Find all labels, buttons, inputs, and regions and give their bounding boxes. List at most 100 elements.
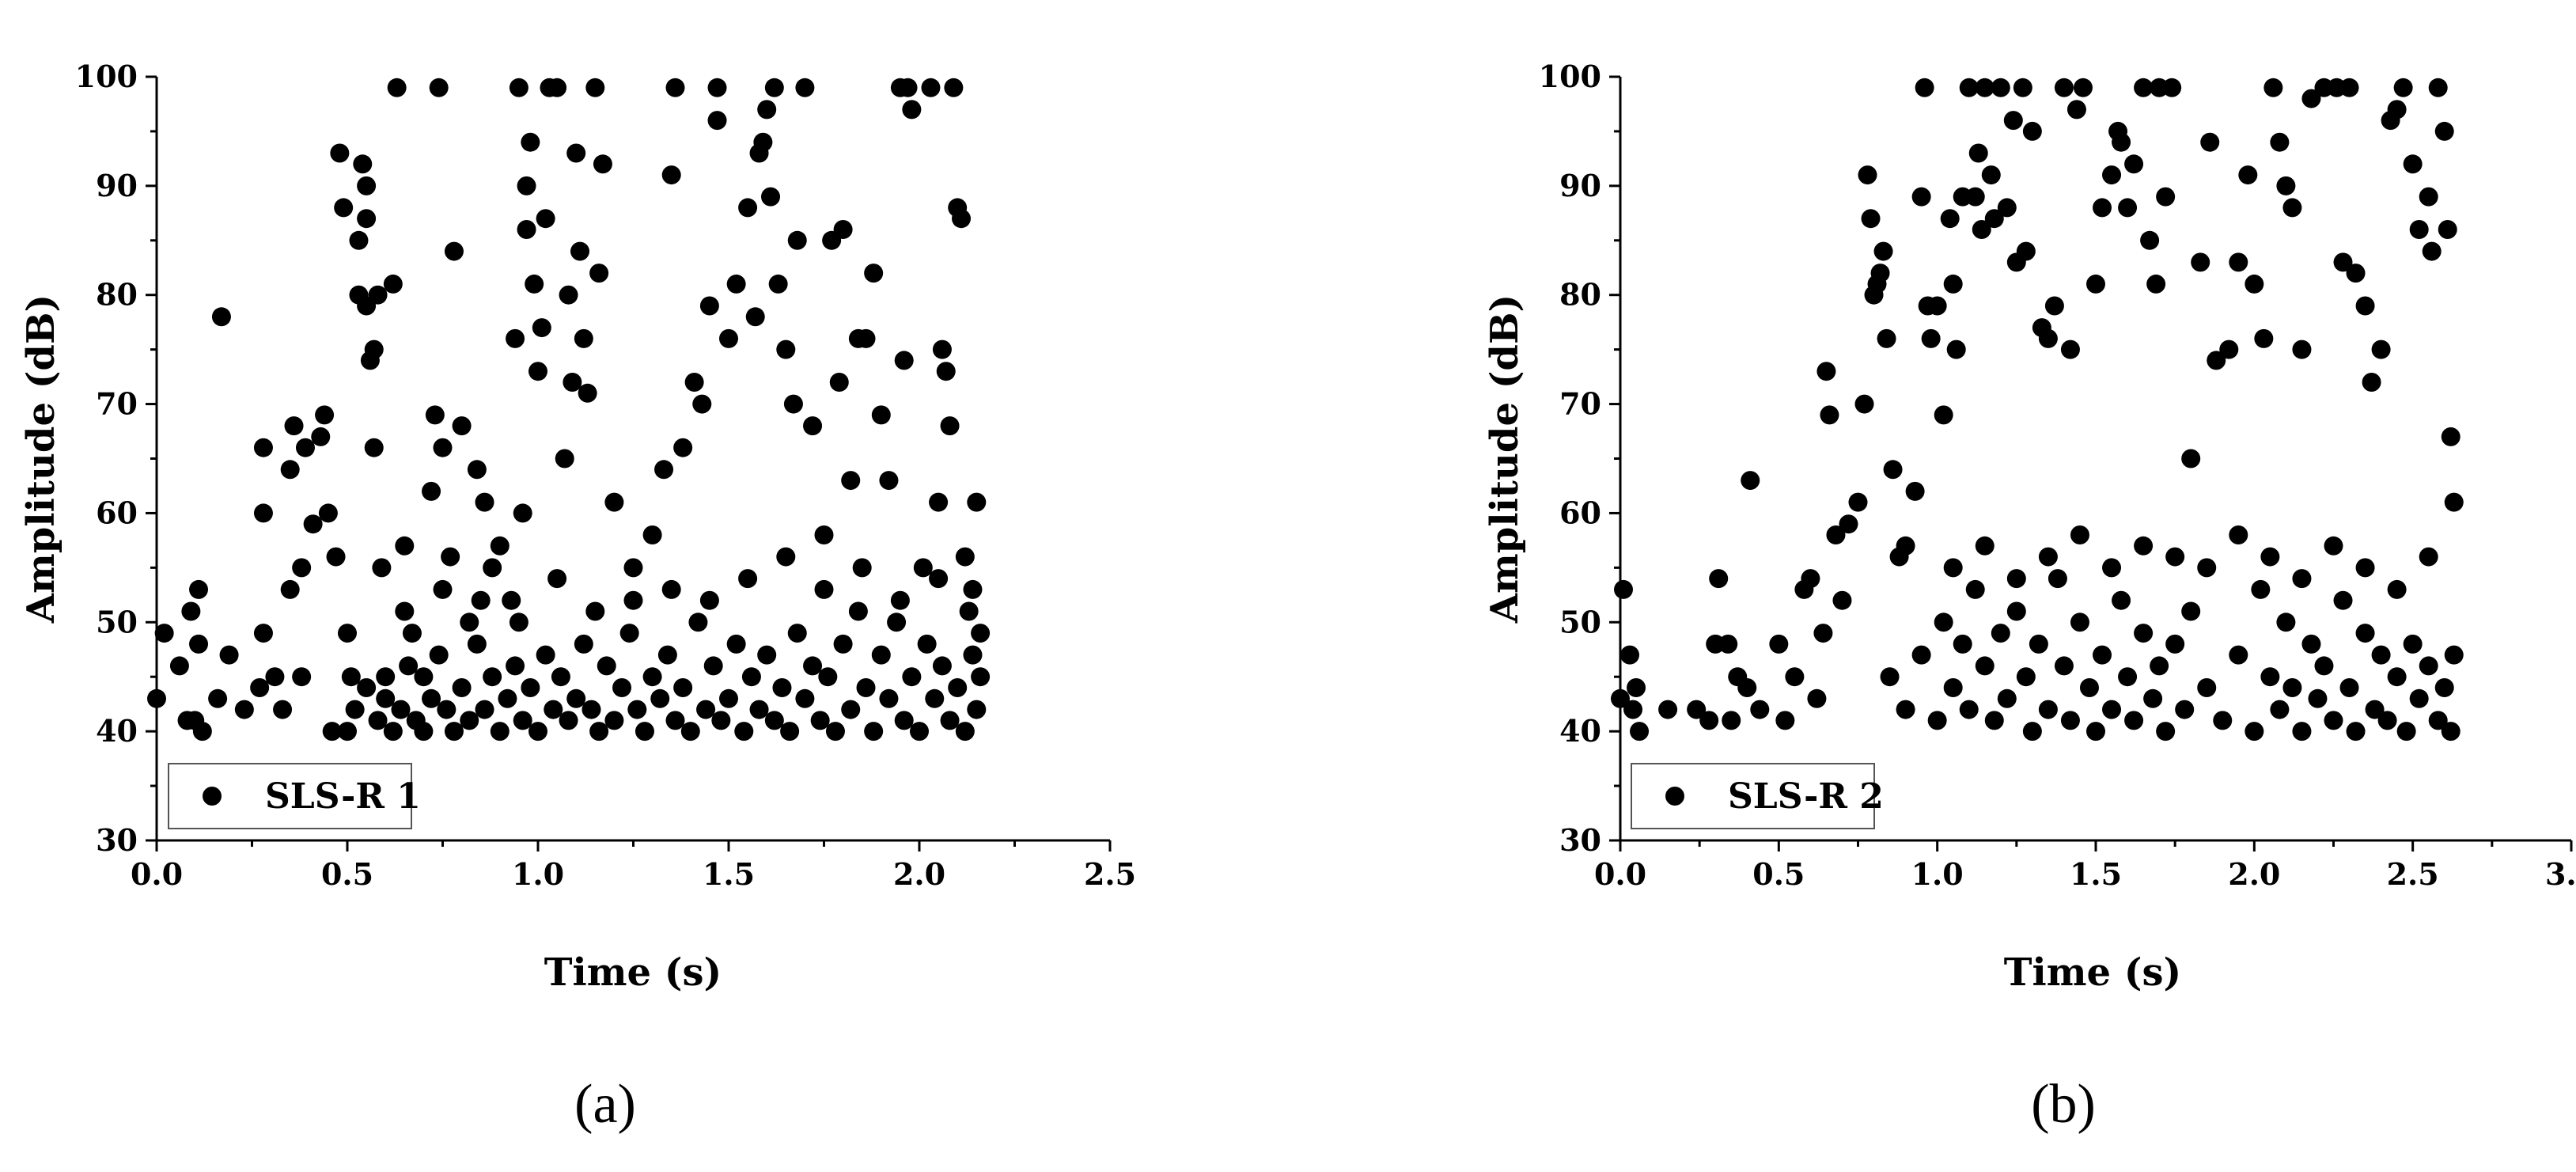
data-point	[2393, 78, 2413, 97]
data-point	[334, 198, 354, 218]
data-point	[2355, 296, 2375, 316]
data-point	[913, 558, 933, 578]
data-point	[169, 656, 189, 676]
data-point	[623, 590, 643, 610]
data-point	[402, 624, 422, 643]
data-point	[1997, 198, 2017, 218]
data-point	[1981, 165, 2001, 185]
data-point	[879, 471, 899, 491]
data-point	[2371, 339, 2391, 359]
data-point	[879, 688, 899, 708]
data-point	[338, 722, 357, 742]
panel-a-points	[147, 78, 991, 742]
data-point	[295, 438, 315, 457]
data-point	[825, 722, 845, 742]
data-point	[1832, 590, 1852, 610]
data-point	[2213, 711, 2233, 730]
data-point	[383, 722, 403, 742]
data-point	[657, 645, 677, 665]
data-point	[2355, 558, 2375, 578]
data-point	[2308, 688, 2328, 708]
data-point	[2079, 678, 2099, 697]
data-point	[734, 722, 754, 742]
data-point	[1769, 634, 1789, 654]
data-point	[2260, 547, 2280, 567]
data-point	[414, 667, 434, 687]
data-point	[528, 362, 547, 381]
panel-b-x-tick-label: 2.5	[2387, 856, 2439, 892]
data-point	[2441, 722, 2460, 742]
data-point	[795, 78, 815, 97]
panel-a-y-tick-label: 70	[96, 386, 138, 422]
data-point	[1965, 187, 1985, 207]
data-point	[2441, 427, 2460, 446]
data-point	[887, 613, 907, 632]
data-point	[2112, 132, 2131, 152]
data-point	[1934, 613, 1953, 632]
panel-a-x-tick-label: 1.0	[512, 856, 564, 892]
data-point	[1873, 241, 1893, 261]
data-point	[1839, 514, 1858, 534]
panel-a-y-tick-label: 50	[96, 604, 138, 639]
data-point	[764, 78, 784, 97]
data-point	[498, 688, 517, 708]
data-point	[2387, 100, 2407, 119]
data-point	[1959, 78, 1979, 97]
data-point	[1975, 78, 1995, 97]
data-point	[1813, 624, 1833, 643]
data-point	[902, 667, 922, 687]
data-point	[936, 362, 956, 381]
data-point	[2409, 220, 2429, 239]
data-point	[280, 579, 300, 599]
data-point	[841, 700, 861, 719]
data-point	[2006, 569, 2026, 589]
data-point	[517, 176, 536, 195]
data-point	[181, 601, 201, 621]
data-point	[699, 296, 719, 316]
data-point	[2339, 78, 2359, 97]
data-point	[2029, 634, 2048, 654]
data-point	[341, 667, 361, 687]
data-point	[2162, 78, 2182, 97]
data-point	[894, 351, 914, 370]
panel-a-x-tick-label: 2.5	[1084, 856, 1136, 892]
data-point	[1946, 339, 1966, 359]
data-point	[452, 678, 472, 697]
data-point	[848, 601, 868, 621]
data-point	[2396, 722, 2416, 742]
data-point	[665, 78, 685, 97]
data-point	[544, 700, 563, 719]
data-point	[2060, 711, 2080, 730]
data-point	[2016, 667, 2036, 687]
data-point	[2422, 241, 2442, 261]
data-point	[253, 503, 273, 523]
panel-b-y-tick-label: 90	[1559, 168, 1601, 203]
data-point	[192, 722, 212, 742]
panel-b-x-tick-label: 2.0	[2228, 856, 2280, 892]
data-point	[506, 328, 525, 348]
data-point	[814, 579, 834, 599]
data-point	[688, 613, 708, 632]
data-point	[910, 722, 929, 742]
data-point	[952, 209, 972, 229]
panel-a-y-tick-label: 40	[96, 713, 138, 749]
data-point	[2346, 264, 2366, 283]
data-point	[506, 656, 525, 676]
data-point	[2054, 78, 2074, 97]
data-point	[1911, 187, 1931, 207]
data-point	[654, 460, 674, 480]
data-point	[772, 678, 792, 697]
data-point	[2292, 339, 2312, 359]
panel-a-x-tick-label: 1.5	[703, 856, 755, 892]
data-point	[2016, 241, 2036, 261]
data-point	[547, 78, 567, 97]
panel-b-legend-label: SLS-R 2	[1728, 776, 1884, 817]
data-point	[364, 339, 384, 359]
data-point	[741, 667, 761, 687]
data-point	[1741, 471, 1760, 491]
panel-b-y-axis-title: Amplitude (dB)	[1483, 294, 1527, 624]
data-point	[1959, 700, 1979, 719]
data-point	[1943, 678, 1963, 697]
data-point	[776, 339, 796, 359]
